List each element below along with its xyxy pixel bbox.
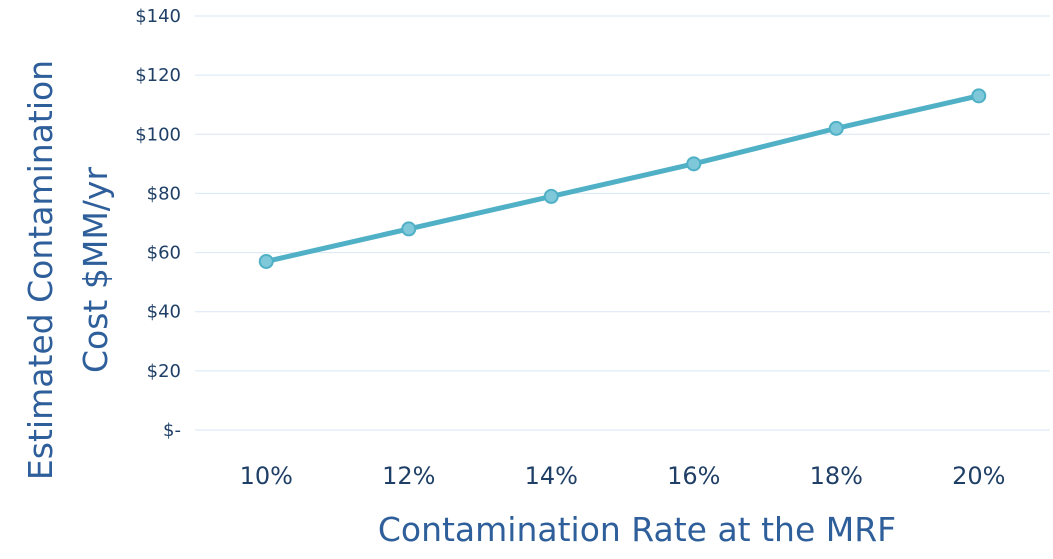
y-axis-title-line-2: Cost $MM/yr xyxy=(76,167,115,373)
y-tick-label-7: $140 xyxy=(135,6,181,27)
x-tick-label-2: 14% xyxy=(525,462,578,490)
y-tick-label-3: $60 xyxy=(147,243,181,264)
y-axis-title-line-1: Estimated Contamination xyxy=(21,60,60,480)
data-point-2 xyxy=(543,188,559,204)
x-tick-label-3: 16% xyxy=(667,462,720,490)
x-axis-title: Contamination Rate at the MRF xyxy=(378,510,896,549)
y-tick-label-5: $100 xyxy=(135,124,181,145)
x-tick-label-5: 20% xyxy=(952,462,1005,490)
data-point-0 xyxy=(258,253,274,269)
data-point-4 xyxy=(828,120,844,136)
series-layer xyxy=(263,93,982,264)
data-point-1 xyxy=(401,221,417,237)
data-point-5 xyxy=(971,88,987,104)
gridlines xyxy=(195,15,1050,431)
x-tick-label-4: 18% xyxy=(810,462,863,490)
data-point-3 xyxy=(686,156,702,172)
y-tick-label-2: $40 xyxy=(147,302,181,323)
x-tick-label-1: 12% xyxy=(382,462,435,490)
series-line xyxy=(263,93,982,264)
y-tick-label-0: $- xyxy=(163,420,181,441)
markers-layer xyxy=(258,88,987,269)
y-axis-ticks: $- $20 $40 $60 $80 $100 $120 $140 xyxy=(135,6,181,441)
y-tick-label-4: $80 xyxy=(147,183,181,204)
x-axis-ticks: 10% 12% 14% 16% 18% 20% xyxy=(240,462,1006,490)
y-tick-label-1: $20 xyxy=(147,361,181,382)
y-tick-label-6: $120 xyxy=(135,65,181,86)
x-tick-label-0: 10% xyxy=(240,462,293,490)
